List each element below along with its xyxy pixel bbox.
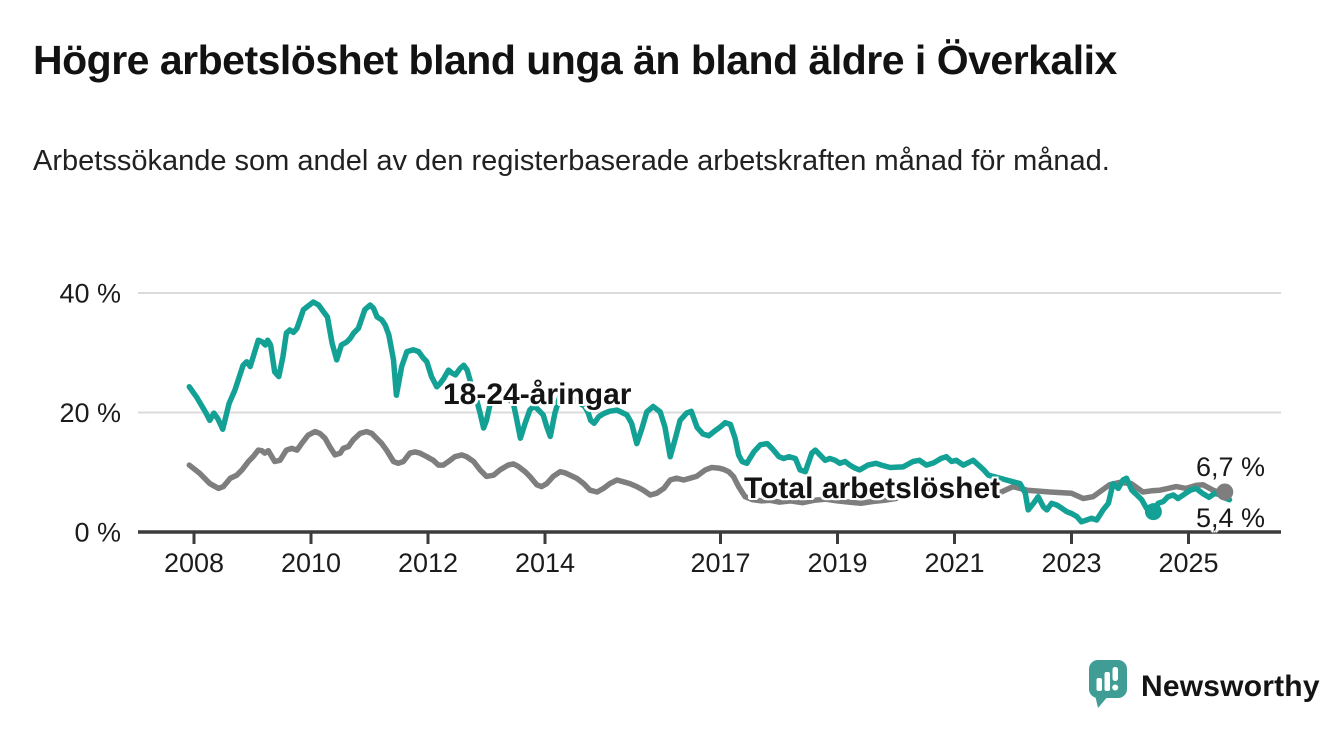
newsworthy-speech-bubble-bars-icon xyxy=(1088,659,1128,714)
young-series-line xyxy=(186,299,1233,525)
newsworthy-logo[interactable]: Newsworthy xyxy=(1088,659,1320,714)
y-axis-tick-label: 20 % xyxy=(59,398,121,428)
series-label-total: Total arbetslöshet xyxy=(744,472,1001,505)
page-title: Högre arbetslöshet bland unga än bland ä… xyxy=(33,37,1117,83)
end-value-label-young: 5,4 % xyxy=(1196,503,1266,533)
total-series-end-dot xyxy=(1216,483,1234,501)
newsworthy-logo-text: Newsworthy xyxy=(1141,669,1320,703)
x-axis-tick-label: 2025 xyxy=(1158,548,1218,578)
series-label-young: 18-24-åringar xyxy=(443,378,632,411)
end-value-label-total: 6,7 % xyxy=(1196,452,1266,482)
x-axis-tick-label: 2021 xyxy=(924,548,984,578)
x-axis-tick-label: 2012 xyxy=(398,548,458,578)
x-axis-tick-label: 2008 xyxy=(164,548,224,578)
chart-subtitle: Arbetssökande som andel av den registerb… xyxy=(33,145,1110,177)
y-axis-tick-label: 0 % xyxy=(74,518,121,548)
x-axis-tick-label: 2014 xyxy=(515,548,575,578)
x-axis-tick-label: 2017 xyxy=(690,548,750,578)
x-axis-tick-label: 2019 xyxy=(807,548,867,578)
total-series-line xyxy=(186,428,1228,507)
y-axis-tick-label: 40 % xyxy=(59,279,121,309)
young-series-marker-dot xyxy=(1144,503,1162,521)
x-axis-tick-label: 2023 xyxy=(1041,548,1101,578)
x-axis-tick-label: 2010 xyxy=(281,548,341,578)
